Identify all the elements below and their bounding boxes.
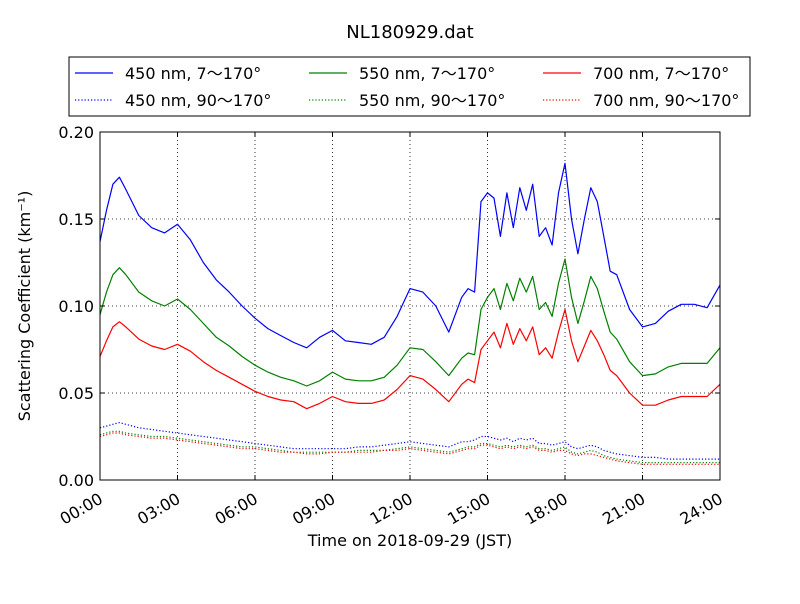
x-tick-label: 09:00 bbox=[289, 489, 338, 529]
grid bbox=[100, 132, 720, 480]
x-tick-label: 03:00 bbox=[134, 489, 183, 529]
y-tick-label: 0.00 bbox=[58, 471, 94, 490]
x-tick-label: 24:00 bbox=[677, 489, 726, 529]
legend-label: 550 nm, 90～170° bbox=[359, 91, 505, 110]
y-tick-label: 0.15 bbox=[58, 210, 94, 229]
series-line bbox=[99, 308, 721, 410]
legend-label: 450 nm, 90～170° bbox=[125, 91, 271, 110]
series-line bbox=[99, 432, 720, 465]
x-tick-label: 06:00 bbox=[212, 489, 261, 529]
legend-label: 700 nm, 7～170° bbox=[593, 64, 729, 83]
chart-title: NL180929.dat bbox=[346, 22, 473, 43]
legend: 450 nm, 7～170° 450 nm, 90～170° 550 nm, 7～1… bbox=[68, 56, 751, 117]
series-line bbox=[99, 162, 721, 349]
y-tick-label: 0.20 bbox=[58, 123, 94, 142]
y-tick-label: 0.05 bbox=[58, 384, 94, 403]
x-tick-label: 21:00 bbox=[599, 489, 648, 529]
legend-box bbox=[68, 56, 751, 117]
legend-label: 550 nm, 7～170° bbox=[359, 64, 495, 83]
x-tick-label: 12:00 bbox=[367, 489, 416, 529]
y-axis: 0.00 0.05 0.10 0.15 0.20 bbox=[58, 123, 720, 490]
x-tick-label: 00:00 bbox=[57, 489, 106, 529]
x-axis: 00:00 03:00 06:00 09:00 12:00 15:00 18:00 21:00… bbox=[57, 132, 726, 529]
series-line bbox=[99, 258, 721, 387]
series-layer bbox=[99, 162, 721, 465]
y-tick-label: 0.10 bbox=[58, 297, 94, 316]
x-tick-label: 15:00 bbox=[444, 489, 493, 529]
series-line bbox=[99, 430, 720, 464]
legend-label: 450 nm, 7～170° bbox=[125, 64, 261, 83]
legend-label: 700 nm, 90～170° bbox=[593, 91, 739, 110]
x-tick-label: 18:00 bbox=[522, 489, 571, 529]
series-line bbox=[99, 422, 720, 460]
x-axis-label: Time on 2018-09-29 (JST) bbox=[307, 531, 512, 550]
y-axis-label: Scattering Coefficient (km⁻¹) bbox=[15, 191, 34, 422]
